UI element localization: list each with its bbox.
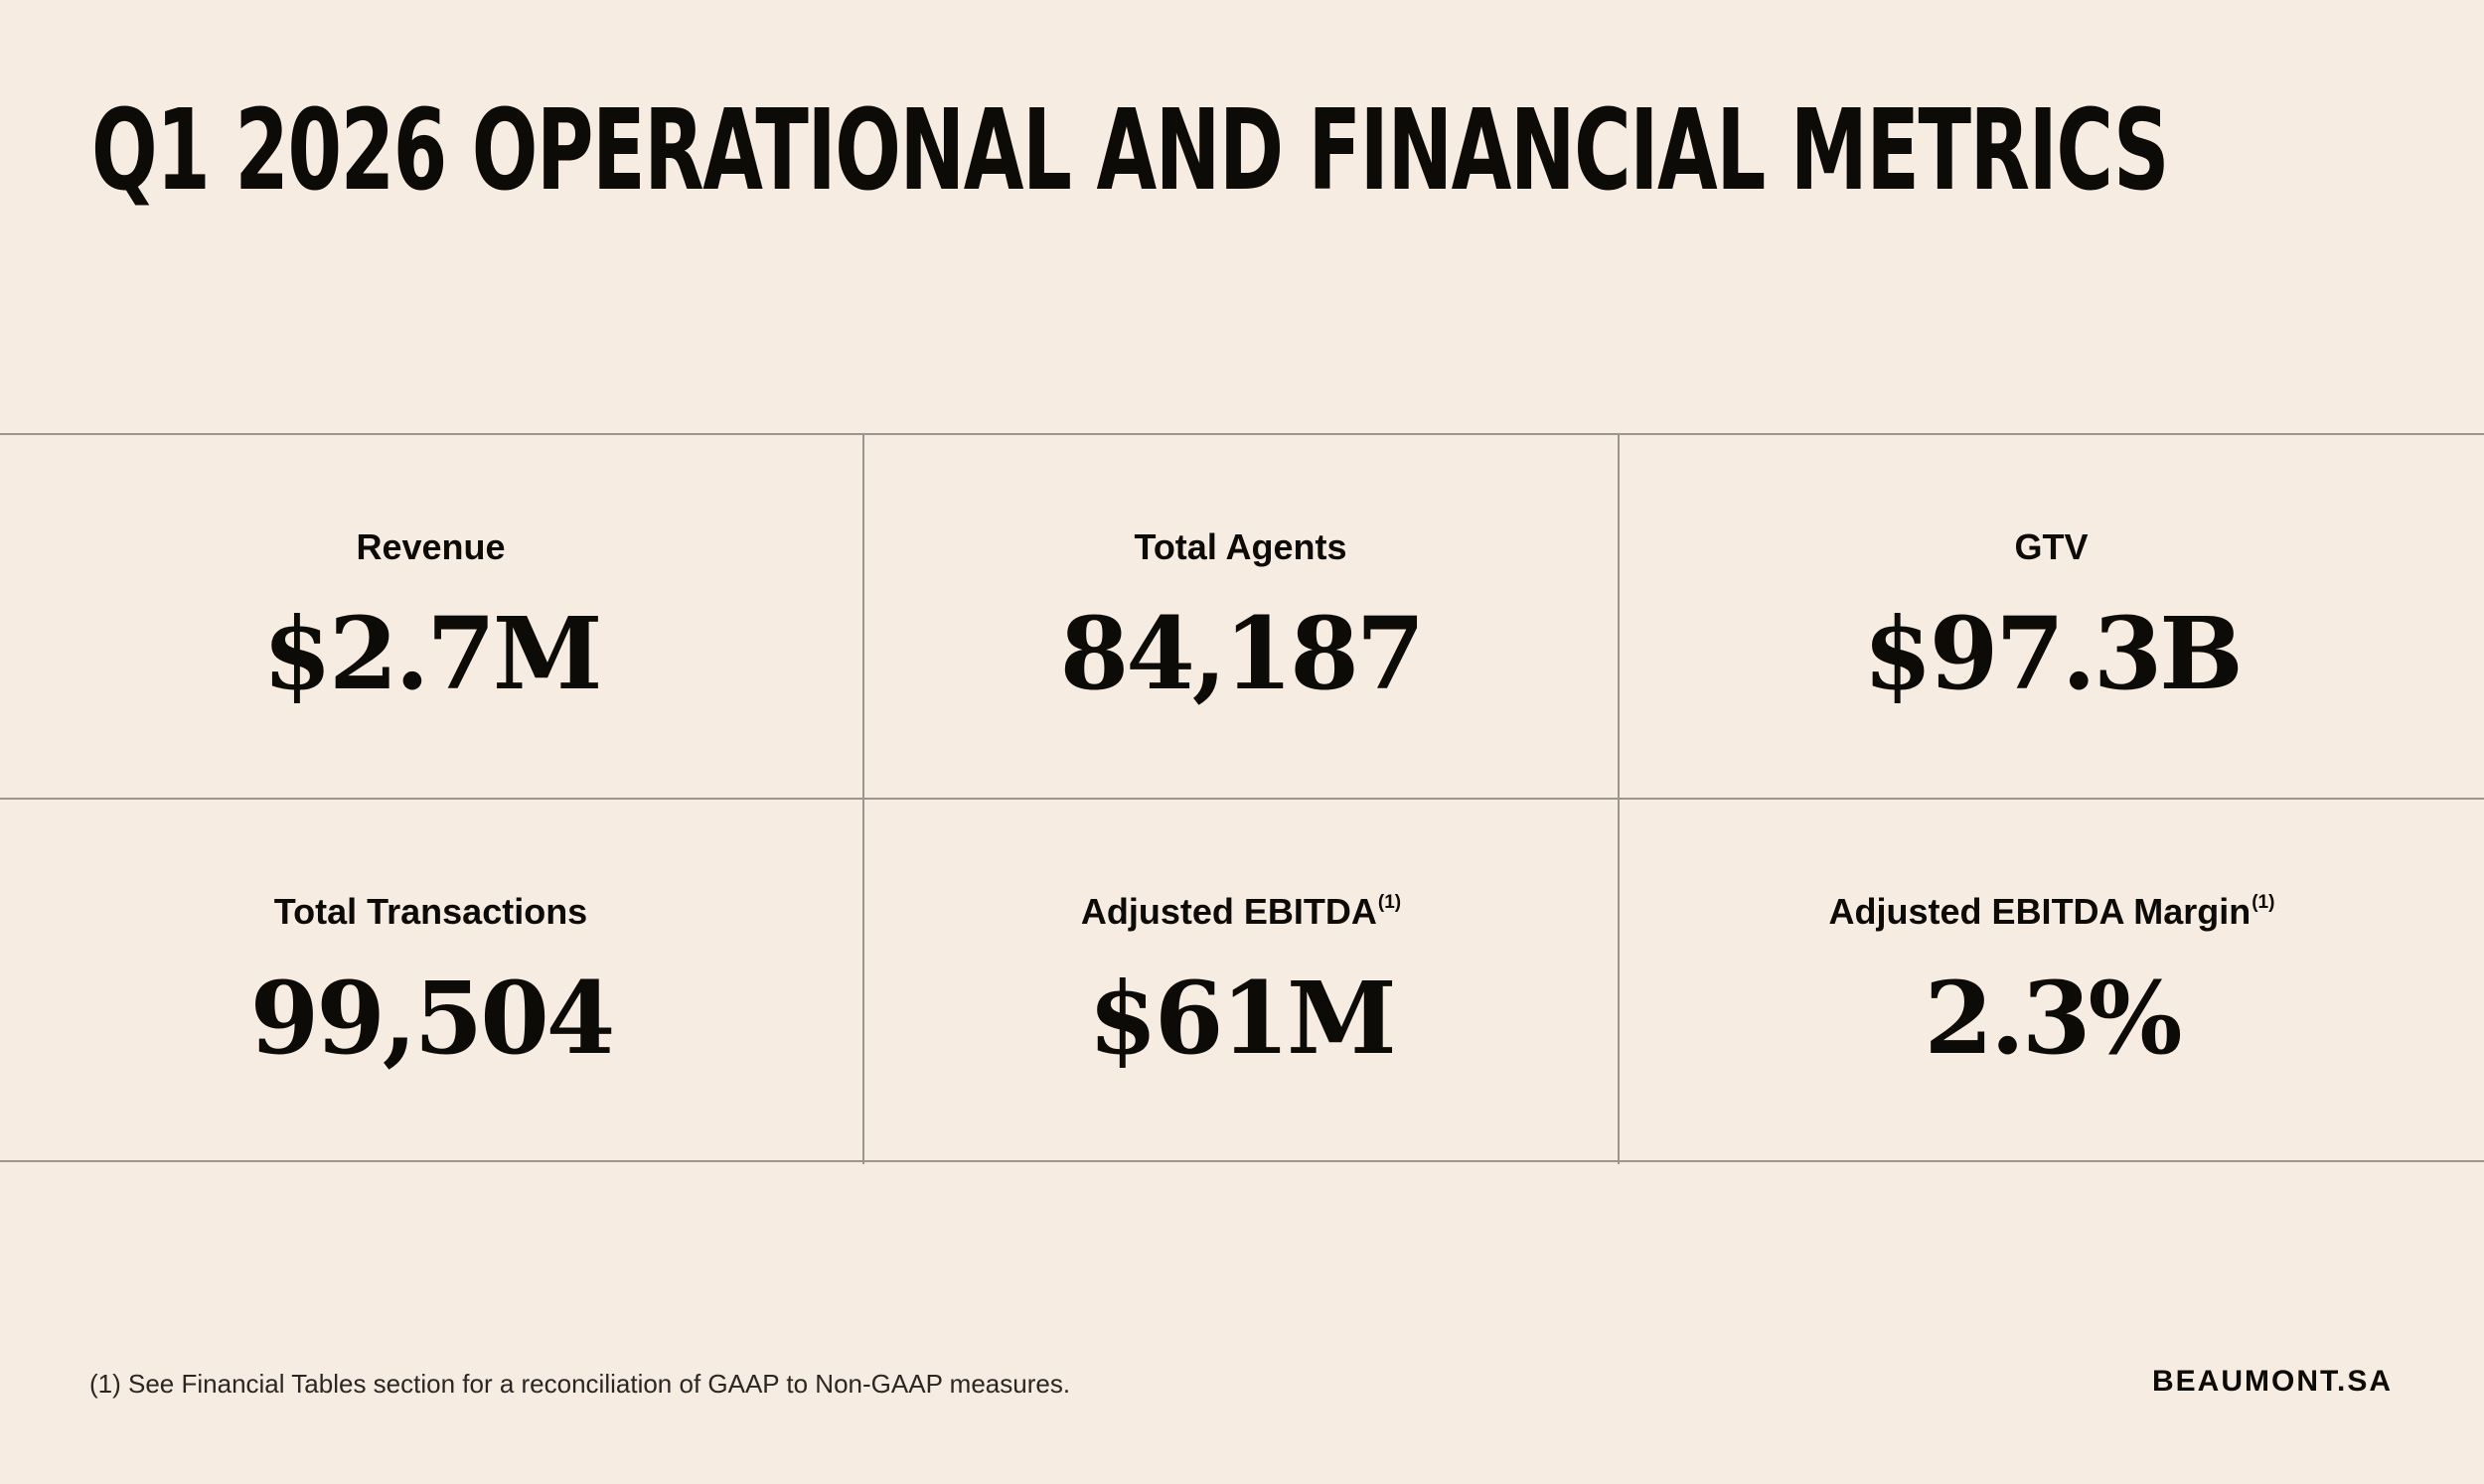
metric-value: $97.3B <box>1863 595 2244 712</box>
metric-value: 99,504 <box>249 960 616 1077</box>
metric-label-text: Revenue <box>356 526 506 567</box>
metric-label-text: Adjusted EBITDA <box>1080 891 1377 932</box>
metric-label: GTV <box>1620 517 2484 569</box>
metric-adjusted-ebitda-margin: Adjusted EBITDA Margin(1) 2.3% <box>1620 800 2484 1164</box>
metric-label-text: GTV <box>2014 526 2089 567</box>
metric-label: Adjusted EBITDA(1) <box>864 881 1618 934</box>
footnote: (1) See Financial Tables section for a r… <box>89 1369 1071 1399</box>
metric-adjusted-ebitda: Adjusted EBITDA(1) $61M <box>864 800 1620 1164</box>
metric-value: 84,187 <box>1059 595 1426 712</box>
metric-label-text: Total Transactions <box>273 891 588 932</box>
metric-label-text: Adjusted EBITDA Margin <box>1828 891 2251 932</box>
metric-revenue: Revenue $2.7M <box>0 435 864 800</box>
metric-label: Revenue <box>0 517 862 569</box>
metric-gtv: GTV $97.3B <box>1620 435 2484 800</box>
metric-label: Total Transactions <box>0 881 862 934</box>
metric-value: 2.3% <box>1924 960 2183 1077</box>
metric-label: Adjusted EBITDA Margin(1) <box>1620 881 2484 934</box>
metrics-grid: Revenue $2.7M Total Agents 84,187 GTV $9… <box>0 433 2484 1164</box>
metric-label: Total Agents <box>864 517 1618 569</box>
footnote-marker: (1) <box>1377 892 1402 913</box>
metric-total-agents: Total Agents 84,187 <box>864 435 1620 800</box>
metric-value: $2.7M <box>262 595 602 712</box>
page-title: Q1 2026 OPERATIONAL AND FINANCIAL METRIC… <box>91 86 2169 216</box>
metric-label-text: Total Agents <box>1134 526 1347 567</box>
metric-total-transactions: Total Transactions 99,504 <box>0 800 864 1164</box>
brand-logo-text: BEAUMONT.SA <box>2151 1365 2393 1398</box>
footnote-marker: (1) <box>2251 892 2275 913</box>
metric-value: $61M <box>1088 960 1396 1077</box>
